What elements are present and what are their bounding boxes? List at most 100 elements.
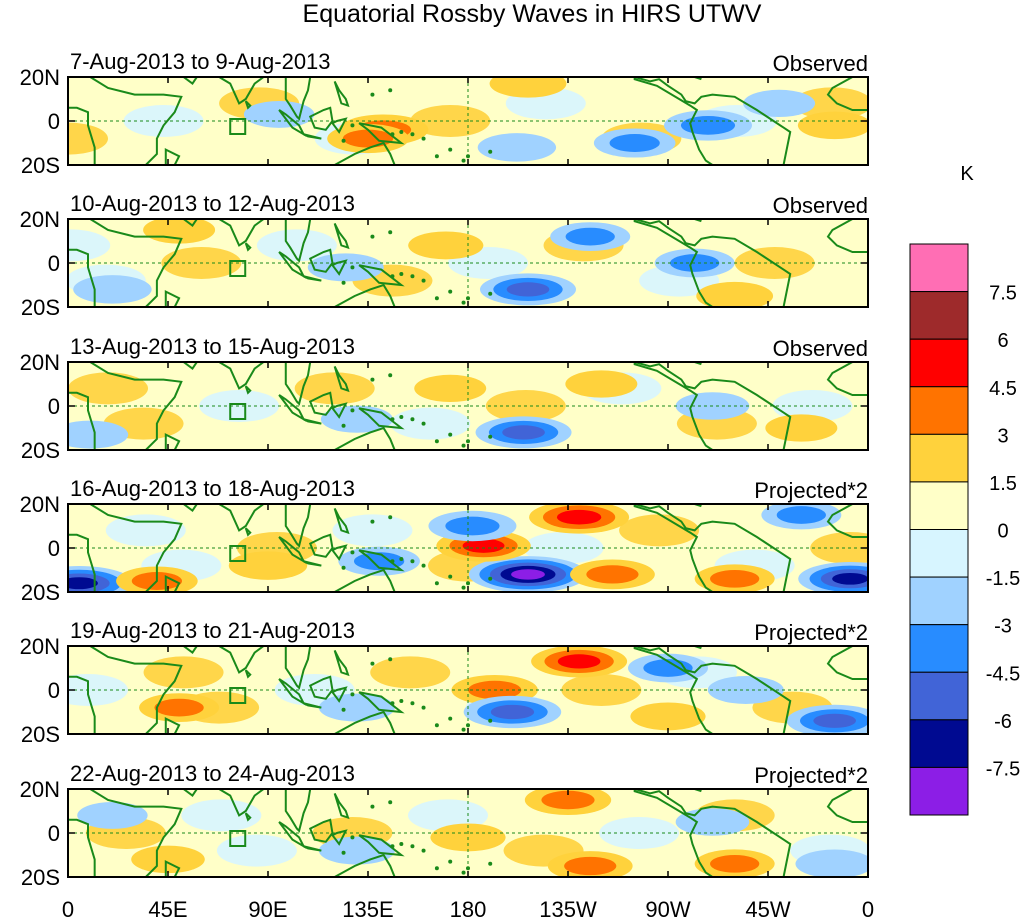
island — [390, 132, 395, 137]
anomaly-contour — [408, 231, 484, 260]
coastline — [181, 77, 199, 86]
x-tick-label: 135E — [342, 897, 393, 922]
anomaly-contour — [502, 425, 545, 440]
island — [448, 574, 453, 579]
coastline — [217, 362, 266, 390]
colorbar-swatch — [909, 243, 969, 293]
coastline — [321, 710, 396, 734]
colorbar-label: 6 — [997, 330, 1008, 352]
anomaly-contour — [477, 133, 557, 162]
panel-label: Projected*2 — [754, 620, 868, 645]
island — [399, 130, 404, 134]
island — [399, 272, 404, 276]
y-tick-label: 0 — [48, 251, 60, 276]
coastline — [826, 219, 868, 253]
coastline — [164, 859, 181, 877]
anomaly-contour — [776, 506, 826, 524]
coastline — [68, 504, 183, 592]
coastline — [333, 222, 350, 250]
island — [421, 705, 426, 710]
coastline — [330, 117, 348, 134]
anomaly-contour — [541, 790, 595, 810]
coastline — [330, 544, 348, 561]
anomaly-band — [68, 229, 111, 262]
island — [388, 230, 393, 235]
colorbar-label: 4.5 — [989, 378, 1017, 400]
coastline — [217, 219, 266, 247]
coastline — [333, 792, 350, 820]
x-axis: 0 45E 90E 135E 180 135W 90W 45W 0 — [62, 897, 874, 922]
x-tick-label: 135W — [539, 897, 597, 922]
anomaly-contour — [675, 808, 750, 836]
anomaly-contour — [154, 698, 204, 717]
coastline — [284, 504, 312, 548]
colorbar-label: 3 — [997, 425, 1008, 447]
panel-date-range: 13-Aug-2013 to 15-Aug-2013 — [70, 334, 355, 359]
colorbar-label: 1.5 — [989, 473, 1017, 495]
colorbar-unit-label: K — [960, 163, 974, 185]
colorbar-label: -1.5 — [986, 568, 1020, 590]
island — [350, 835, 355, 840]
island — [461, 443, 466, 448]
island — [350, 408, 355, 413]
coastline — [164, 147, 181, 165]
y-tick-label: 20N — [20, 634, 60, 659]
island — [461, 727, 466, 732]
coastline — [278, 536, 306, 564]
coastline — [321, 853, 396, 877]
panel-date-range: 7-Aug-2013 to 9-Aug-2013 — [70, 49, 331, 74]
coastline — [278, 678, 306, 706]
anomaly-contour — [710, 569, 760, 588]
island — [388, 657, 393, 662]
coastline — [284, 789, 312, 833]
anomaly-contour — [609, 134, 660, 152]
coastline — [278, 251, 306, 279]
coastline — [217, 646, 266, 674]
coastline — [181, 789, 199, 798]
anomaly-band — [68, 122, 108, 155]
island — [370, 519, 375, 524]
anomaly-band — [561, 674, 642, 706]
coastline — [68, 77, 183, 165]
panel-label: Observed — [773, 51, 868, 76]
island — [448, 147, 453, 152]
coastline — [333, 649, 350, 677]
coastline — [321, 283, 396, 307]
island — [399, 699, 404, 703]
anomaly-band — [523, 532, 604, 564]
island — [370, 661, 375, 666]
x-tick-label: 0 — [62, 897, 74, 922]
colorbar-label: 0 — [997, 521, 1008, 543]
coastline — [321, 568, 396, 592]
coastline — [217, 77, 266, 105]
anomaly-contour — [320, 405, 393, 433]
island — [410, 417, 415, 422]
coastline — [68, 219, 183, 307]
island — [434, 296, 439, 301]
anomaly-band — [810, 532, 868, 564]
island — [388, 800, 393, 805]
island — [434, 154, 439, 159]
island — [390, 417, 395, 422]
island — [390, 844, 395, 849]
coastline — [633, 219, 792, 307]
island — [421, 563, 426, 568]
x-tick-label: 180 — [450, 897, 487, 922]
panel-date-range: 16-Aug-2013 to 18-Aug-2013 — [70, 476, 355, 501]
anomaly-contour — [797, 111, 868, 140]
island — [341, 565, 346, 570]
coastline — [333, 365, 350, 393]
anomaly-band — [181, 799, 262, 832]
y-tick-label: 0 — [48, 821, 60, 846]
anomaly-contour — [795, 849, 868, 877]
anomaly-contour — [832, 572, 868, 585]
island — [410, 701, 415, 706]
colorbar-swatch — [909, 338, 969, 388]
coastline — [679, 219, 702, 223]
coastline — [330, 259, 348, 276]
coastline — [826, 646, 868, 680]
coastline — [826, 77, 868, 111]
coastline — [284, 646, 312, 690]
reference-box — [229, 830, 247, 847]
